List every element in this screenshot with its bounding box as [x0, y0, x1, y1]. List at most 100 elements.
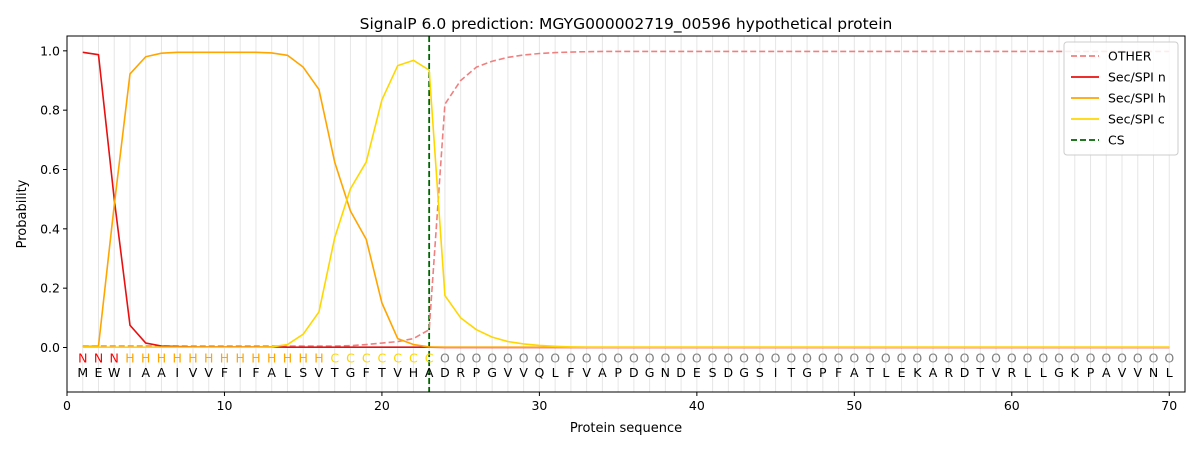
residue-letter: S	[299, 365, 307, 380]
region-label: O	[1007, 350, 1017, 365]
region-label: O	[456, 350, 466, 365]
residue-letter: A	[157, 365, 166, 380]
region-label: O	[534, 350, 544, 365]
region-label: O	[503, 350, 513, 365]
y-tick-label: 0.6	[40, 162, 60, 177]
region-label: O	[897, 350, 907, 365]
region-label: H	[236, 350, 245, 365]
region-label: O	[834, 350, 844, 365]
region-label: O	[928, 350, 938, 365]
region-label: H	[157, 350, 166, 365]
residue-letter: P	[614, 365, 622, 380]
series-layer	[82, 50, 1170, 349]
y-tick-label: 0.0	[40, 340, 60, 355]
region-label: O	[440, 350, 450, 365]
residue-letter: T	[865, 365, 874, 380]
region-label: O	[944, 350, 954, 365]
legend: OTHER Sec/SPI n Sec/SPI h Sec/SPI c CS	[1063, 41, 1179, 156]
region-label: O	[660, 350, 670, 365]
region-label: O	[708, 350, 718, 365]
residue-letter: A	[1102, 365, 1111, 380]
residue-letter: T	[377, 365, 386, 380]
residue-letter: I	[175, 365, 179, 380]
region-label: O	[1133, 350, 1143, 365]
region-label: H	[125, 350, 134, 365]
residue-letter: K	[1071, 365, 1080, 380]
residue-letter: A	[141, 365, 150, 380]
region-label: O	[818, 350, 828, 365]
residue-letter: I	[128, 365, 132, 380]
legend-label: CS	[1108, 133, 1125, 148]
region-label: O	[1070, 350, 1080, 365]
residue-letter: G	[487, 365, 497, 380]
x-tick-label: 0	[63, 398, 71, 413]
region-label: N	[110, 350, 119, 365]
region-label: O	[550, 350, 560, 365]
x-axis: 0 10 20 30 40 50 60 70	[63, 392, 1177, 413]
region-label: O	[739, 350, 749, 365]
residue-letter: V	[519, 365, 528, 380]
region-label: O	[566, 350, 576, 365]
residue-letter: A	[850, 365, 859, 380]
x-axis-label: Protein sequence	[570, 421, 682, 436]
x-tick-label: 30	[531, 398, 547, 413]
region-label: C	[393, 350, 402, 365]
residue-letter: G	[645, 365, 655, 380]
y-axis-label: Probability	[15, 179, 30, 248]
region-label: O	[1086, 350, 1096, 365]
residue-letter: A	[425, 365, 434, 380]
region-label: O	[629, 350, 639, 365]
region-label: H	[267, 350, 276, 365]
region-label: O	[881, 350, 891, 365]
residue-letter: R	[1007, 365, 1016, 380]
residue-letter: V	[504, 365, 513, 380]
residue-letter: G	[1054, 365, 1064, 380]
y-tick-label: 0.8	[40, 103, 60, 118]
x-tick-label: 60	[1004, 398, 1020, 413]
residue-letter: L	[1024, 365, 1031, 380]
residue-letter: G	[802, 365, 812, 380]
residue-letter: V	[1118, 365, 1127, 380]
region-label: H	[298, 350, 307, 365]
residue-letter: D	[960, 365, 970, 380]
residue-letter: A	[598, 365, 607, 380]
residue-letter: I	[774, 365, 778, 380]
residue-letter: T	[787, 365, 796, 380]
region-label: C	[346, 350, 355, 365]
residue-letter: P	[819, 365, 827, 380]
legend-label: OTHER	[1108, 49, 1152, 64]
region-label: O	[912, 350, 922, 365]
residue-letter: F	[835, 365, 842, 380]
region-label: O	[1164, 350, 1174, 365]
residue-letter: L	[882, 365, 889, 380]
region-label: H	[251, 350, 260, 365]
y-axis: 0.0 0.2 0.4 0.6 0.8 1.0	[40, 43, 67, 355]
region-label: C	[409, 350, 418, 365]
residue-letter: S	[709, 365, 717, 380]
residue-letter: L	[1166, 365, 1173, 380]
residue-letter: F	[221, 365, 228, 380]
region-label: C	[362, 350, 371, 365]
region-label: C	[378, 350, 387, 365]
residue-letter: V	[1133, 365, 1142, 380]
region-label: O	[692, 350, 702, 365]
residue-letter: V	[189, 365, 198, 380]
region-label: O	[991, 350, 1001, 365]
series-line-3	[82, 59, 1170, 349]
region-label: O	[786, 350, 796, 365]
region-label: O	[597, 350, 607, 365]
grid-layer	[82, 36, 1170, 392]
region-label: O	[487, 350, 497, 365]
region-label: O	[723, 350, 733, 365]
sequence-letters: NMNENWHIHAHAHIHVHVHFHIHFHAHLHSHVCTCGCFCT…	[77, 350, 1174, 380]
residue-letter: V	[393, 365, 402, 380]
chart-title: SignalP 6.0 prediction: MGYG000002719_00…	[360, 15, 893, 34]
residue-letter: L	[552, 365, 559, 380]
residue-letter: P	[1087, 365, 1095, 380]
region-label: N	[78, 350, 87, 365]
x-tick-label: 20	[374, 398, 390, 413]
residue-letter: M	[77, 365, 88, 380]
region-label: O	[960, 350, 970, 365]
residue-letter: V	[582, 365, 591, 380]
